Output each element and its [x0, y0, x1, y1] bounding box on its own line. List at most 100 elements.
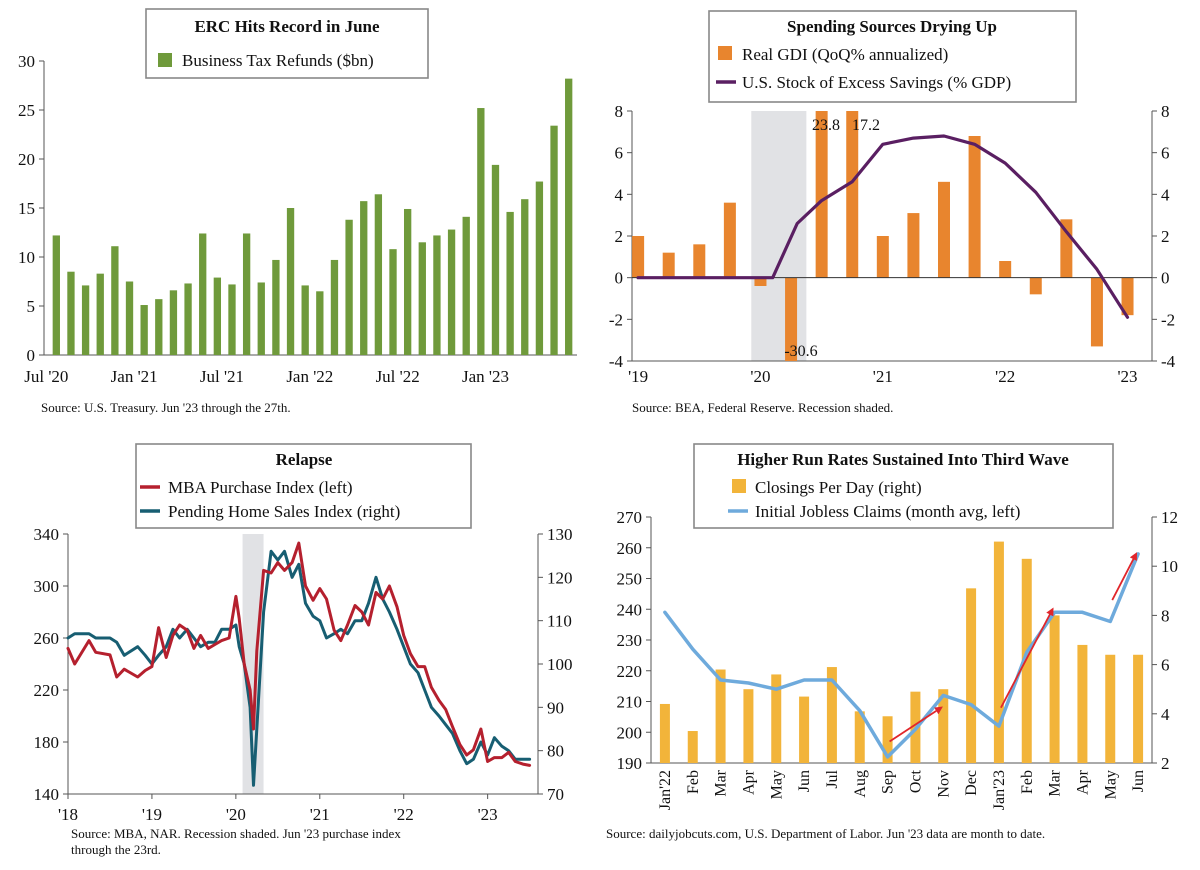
y-tick-label-left: 190 [617, 754, 643, 773]
x-tick-label: Oct [907, 769, 924, 793]
x-tick-label: Apr [1074, 769, 1091, 795]
y-tick-label-right: 10 [1161, 557, 1178, 576]
y-tick-label-left: 340 [34, 525, 60, 544]
bar [286, 208, 295, 355]
source-note: Source: U.S. Treasury. Jun '23 through t… [41, 400, 291, 415]
bar [96, 273, 104, 355]
x-tick-label: Jul '20 [24, 367, 68, 386]
annotation-label: 17.2 [852, 117, 880, 134]
y-tick-label-left: 270 [617, 508, 643, 527]
bar [330, 259, 339, 355]
bar [155, 299, 163, 355]
closings-bar [826, 667, 837, 763]
bar [447, 229, 456, 355]
x-tick-label: '20 [226, 805, 246, 824]
gdi-bar [968, 136, 981, 278]
y-tick-label-left: 180 [34, 733, 60, 752]
y-tick-label-right: 8 [1161, 102, 1170, 121]
gdi-bar [632, 236, 645, 278]
upswing-arrow [889, 706, 943, 743]
y-tick-label-left: 250 [617, 570, 643, 589]
x-tick-label: Aug [852, 770, 869, 798]
bar [301, 285, 309, 355]
chart-title: Spending Sources Drying Up [787, 17, 997, 36]
source-note: Source: dailyjobcuts.com, U.S. Departmen… [606, 826, 1045, 841]
bar [374, 194, 383, 355]
pending-home-sales-line [66, 549, 532, 787]
closings-bar [659, 703, 670, 763]
x-tick-label: Nov [935, 770, 952, 798]
legend-swatch [732, 479, 746, 493]
gdi-bar [693, 244, 706, 278]
y-tick-label-right: 2 [1161, 754, 1170, 773]
bar [565, 78, 573, 355]
x-tick-label: Dec [963, 770, 980, 796]
bar [477, 108, 485, 355]
bar [67, 271, 75, 355]
y-tick-label-left: 300 [34, 577, 60, 596]
x-tick-label: Mar [713, 769, 730, 796]
y-tick-label-left: 220 [34, 681, 60, 700]
run-rates-chart-panel: 270 260 250 240 230 220 210 200 190 12 10 8 6 4 2 Jan'2… [606, 443, 1178, 841]
y-tick-label: 0 [27, 346, 36, 365]
x-tick-label: '22 [995, 367, 1015, 386]
legend-swatch [718, 46, 732, 60]
closings-bar [882, 716, 893, 763]
y-tick-label-right: 4 [1161, 185, 1170, 204]
bar [125, 281, 134, 355]
closings-bar [771, 674, 782, 763]
y-tick-label-left: 2 [615, 227, 624, 246]
source-note: through the 23rd. [71, 842, 161, 857]
gdi-bar [999, 261, 1012, 278]
closings-bar [799, 696, 810, 763]
y-tick-label-left: 200 [617, 723, 643, 742]
y-tick-label-right: 130 [547, 525, 573, 544]
closings-bar [966, 588, 977, 763]
gdi-bar [754, 277, 767, 286]
x-tick-label: Jan '22 [286, 367, 333, 386]
y-tick-label-right: 12 [1161, 508, 1178, 527]
upswing-arrow [1000, 607, 1054, 709]
x-tick-label: Feb [1019, 770, 1036, 794]
y-tick-label-right: 2 [1161, 227, 1170, 246]
y-tick-label: 20 [18, 150, 35, 169]
y-tick-label-left: 220 [617, 662, 643, 681]
closings-bar [687, 731, 698, 763]
bar [550, 125, 558, 356]
y-tick-label: 25 [18, 101, 35, 120]
x-tick-label: '22 [394, 805, 414, 824]
bar [360, 201, 368, 355]
bar [535, 181, 544, 355]
closings-bar [1021, 558, 1032, 763]
x-tick-label: '21 [310, 805, 330, 824]
relapse-chart-panel: 340 300 260 220 180 140 130 120 110 100 90 80 70 '18 '… [34, 443, 573, 857]
x-tick-label: Jan'22 [657, 770, 674, 810]
bar [418, 242, 426, 355]
x-tick-label: Sep [880, 770, 897, 794]
bar [169, 290, 178, 355]
bar [506, 211, 514, 355]
bar [140, 305, 148, 355]
y-tick-label-left: 8 [615, 102, 624, 121]
recession-shade [242, 534, 264, 794]
recession-shade [751, 111, 807, 361]
bar [184, 283, 192, 355]
spending-sources-chart-panel: 8 6 4 2 0 -2 -4 8 6 4 2 0 -2 -4 23.8 17.2 -30.6 '19 '20 '21… [609, 10, 1176, 415]
bar [257, 282, 265, 355]
legend-label: Pending Home Sales Index (right) [168, 502, 400, 521]
x-tick-label: '18 [58, 805, 78, 824]
x-tick-label: Jul [824, 769, 841, 788]
legend-label: Closings Per Day (right) [755, 478, 922, 497]
bar [345, 219, 353, 355]
bar [272, 259, 280, 355]
y-tick-label-right: 100 [547, 655, 573, 674]
legend-label: Business Tax Refunds ($bn) [182, 51, 374, 70]
y-tick-label-right: -2 [1161, 310, 1175, 329]
gdi-bar [907, 213, 920, 278]
y-tick-label-left: 260 [617, 539, 643, 558]
chart-title: Higher Run Rates Sustained Into Third Wa… [737, 450, 1069, 469]
x-tick-label: '23 [1117, 367, 1137, 386]
gdi-bar [815, 111, 828, 278]
bar [462, 216, 470, 355]
y-tick-label-left: 230 [617, 631, 643, 650]
